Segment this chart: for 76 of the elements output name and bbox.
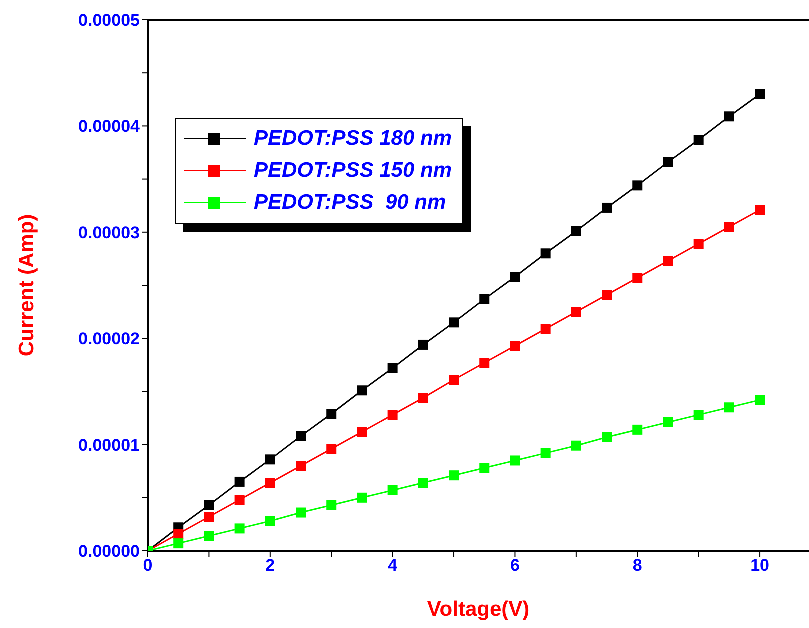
- point: [449, 318, 460, 328]
- point: [388, 363, 398, 374]
- x-tick-label: 6: [510, 556, 520, 576]
- point: [204, 531, 214, 542]
- point: [234, 495, 245, 506]
- y-tick-label: 0.00003: [78, 223, 140, 242]
- point: [418, 478, 428, 488]
- y-tick-label: 0.00001: [78, 436, 140, 455]
- legend-label: PEDOT:PSS 180 nm: [254, 127, 452, 151]
- point: [204, 512, 214, 522]
- point: [632, 180, 643, 191]
- point: [480, 294, 490, 304]
- point: [357, 492, 368, 503]
- point: [663, 418, 674, 428]
- point: [296, 508, 306, 518]
- point: [174, 538, 184, 549]
- point: [602, 202, 612, 213]
- y-tick-label: 0.00000: [78, 542, 140, 562]
- point: [755, 205, 766, 216]
- point: [663, 256, 674, 266]
- point: [265, 478, 276, 488]
- point: [510, 456, 520, 466]
- point: [326, 409, 337, 419]
- point: [480, 358, 490, 368]
- point: [510, 272, 520, 282]
- point: [357, 386, 368, 396]
- point: [510, 341, 520, 352]
- x-axis-title: Voltage(V): [427, 598, 530, 621]
- point: [418, 393, 428, 404]
- point: [694, 135, 704, 146]
- y-tick-label: 0.00005: [78, 11, 140, 30]
- point: [602, 432, 612, 442]
- x-tick-label: 2: [266, 556, 276, 576]
- point: [694, 410, 704, 420]
- point: [326, 500, 337, 510]
- point: [480, 463, 490, 474]
- point: [632, 424, 643, 435]
- point: [388, 410, 398, 420]
- point: [204, 500, 214, 510]
- x-tick-label: 10: [750, 556, 770, 576]
- point: [388, 485, 398, 496]
- point: [724, 222, 734, 232]
- x-tick-label: 8: [632, 556, 642, 576]
- point: [357, 427, 368, 438]
- point: [540, 248, 551, 259]
- point: [265, 454, 276, 465]
- point: [755, 89, 766, 100]
- point: [265, 516, 276, 526]
- point: [724, 112, 734, 122]
- y-tick-label: 0.00004: [78, 117, 141, 136]
- legend-label: PEDOT:PSS 150 nm: [254, 159, 452, 183]
- x-tick-label: 4: [388, 556, 398, 576]
- point: [449, 375, 460, 386]
- point: [571, 307, 582, 318]
- point: [234, 476, 245, 487]
- y-tick-label: 0.00002: [78, 330, 140, 349]
- point: [755, 395, 766, 406]
- point: [296, 461, 306, 472]
- point: [571, 226, 582, 236]
- point: [418, 340, 428, 350]
- point: [602, 290, 612, 300]
- point: [663, 157, 674, 168]
- point: [540, 448, 551, 458]
- point: [234, 524, 245, 534]
- point: [632, 273, 643, 284]
- point: [540, 324, 551, 334]
- point: [571, 440, 582, 451]
- point: [174, 529, 184, 540]
- point: [724, 402, 734, 413]
- point: [449, 470, 460, 481]
- point: [694, 239, 704, 250]
- legend-label: PEDOT:PSS 90 nm: [254, 191, 446, 215]
- point: [296, 431, 306, 442]
- x-tick-label: 0: [143, 556, 153, 576]
- y-axis-title: Current (Amp): [15, 214, 38, 357]
- point: [326, 444, 337, 454]
